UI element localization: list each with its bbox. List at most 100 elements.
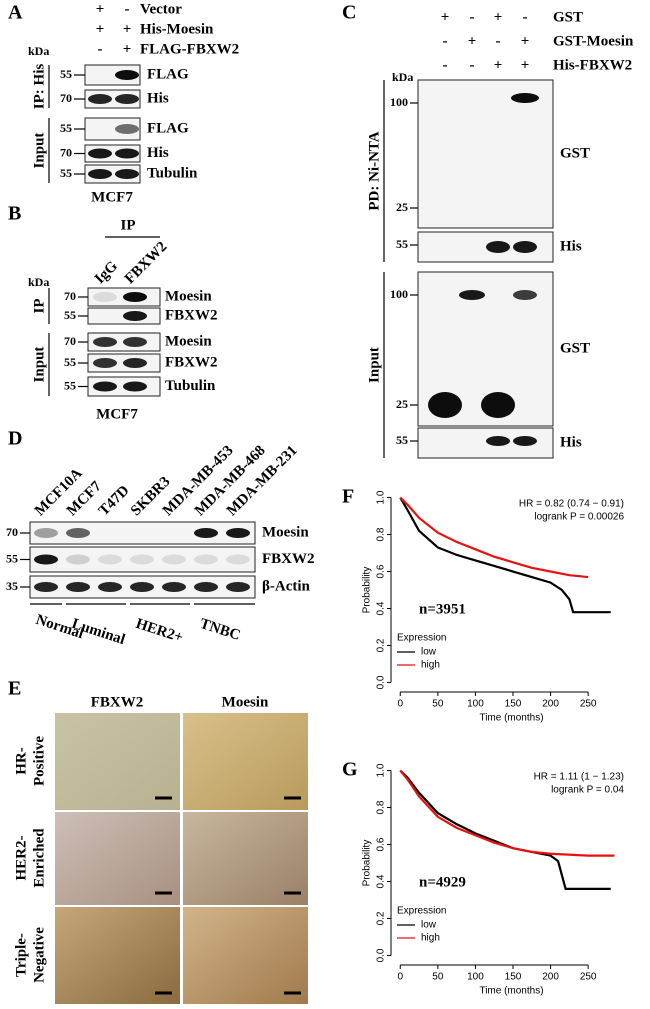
band	[162, 554, 186, 565]
sign: -	[125, 1, 130, 17]
group-label: PD: Ni-NTA	[366, 131, 382, 210]
y-tick-label: 0.0	[376, 948, 387, 962]
survival-curve	[399, 769, 615, 857]
blot-label: FBXW2	[262, 551, 315, 567]
sign: -	[470, 9, 475, 25]
band	[194, 582, 218, 592]
group-label: HER2+	[134, 616, 185, 646]
unit: kDa	[28, 44, 49, 58]
blot-label: GST	[560, 145, 590, 161]
lane-label: FBXW2	[122, 239, 170, 287]
blot-label: His	[147, 90, 169, 106]
ihc-image	[55, 907, 180, 1004]
group-label: Input	[31, 133, 47, 169]
row-label: HR-	[13, 747, 29, 775]
band	[34, 582, 58, 592]
row-label: Negative	[31, 927, 47, 983]
row-label: Enriched	[31, 828, 47, 888]
mw-marker: 55	[6, 551, 18, 565]
x-tick-label: 0	[397, 699, 403, 710]
group-label: IP	[31, 299, 47, 314]
mw-marker: 70	[6, 525, 18, 539]
row-label: HER2-	[13, 835, 29, 880]
band	[115, 70, 139, 80]
sign: -	[523, 9, 528, 25]
band	[194, 554, 218, 565]
mw-marker: 55	[64, 355, 76, 369]
blot-label: His	[147, 145, 169, 161]
sign: +	[441, 9, 450, 25]
band	[98, 554, 122, 565]
y-axis-label: Probability	[362, 840, 373, 887]
mw-marker: 55	[60, 121, 72, 135]
sign: +	[96, 1, 105, 17]
mw-marker: 70	[60, 145, 72, 159]
blot-label: His	[560, 238, 582, 254]
ip-header: IP	[121, 217, 136, 233]
band	[459, 290, 485, 300]
band	[226, 554, 250, 565]
band	[513, 290, 537, 300]
condition-name: His-FBXW2	[553, 57, 632, 73]
condition-name: His-Moesin	[140, 21, 214, 37]
mw-marker: 55	[396, 237, 408, 251]
panel-letter: E	[8, 678, 21, 700]
mw-marker: 55	[60, 67, 72, 81]
band	[511, 93, 539, 103]
band	[93, 358, 117, 368]
blot-label: Tubulin	[147, 165, 198, 181]
legend-label: high	[421, 660, 440, 671]
band	[226, 528, 250, 538]
mw-marker: 55	[64, 308, 76, 322]
mw-marker: 100	[390, 287, 408, 301]
blot	[29, 546, 256, 573]
y-tick-label: 0.6	[376, 837, 387, 851]
blot-label: Tubulin	[165, 378, 216, 394]
blot-label: β-Actin	[262, 578, 311, 594]
panel-letter: F	[342, 486, 354, 508]
band	[88, 169, 112, 179]
condition-name: GST-Moesin	[553, 33, 634, 49]
group-label: IP: His	[31, 64, 47, 110]
ihc-images	[55, 713, 308, 1004]
sign: -	[443, 33, 448, 49]
group-label: TNBC	[198, 616, 243, 644]
band	[130, 554, 154, 565]
sign: -	[443, 57, 448, 73]
blot-label: FBXW2	[165, 307, 218, 323]
condition-name: GST	[553, 9, 583, 25]
sign: -	[470, 57, 475, 73]
y-tick-label: 0.2	[376, 638, 387, 652]
ihc-image	[55, 713, 180, 810]
band	[66, 554, 90, 565]
band	[194, 528, 218, 538]
panel-letter: B	[8, 203, 21, 225]
x-tick-label: 250	[580, 699, 597, 710]
sign: +	[494, 57, 503, 73]
sign: -	[98, 41, 103, 57]
blot-label: Moesin	[262, 524, 309, 540]
sign: +	[521, 33, 530, 49]
y-tick-label: 0.6	[376, 564, 387, 578]
x-tick-label: 50	[432, 699, 444, 710]
panel-letter: D	[8, 428, 22, 450]
y-tick-label: 0.8	[376, 527, 387, 541]
band	[513, 241, 537, 253]
ihc-image	[183, 812, 308, 905]
lane-label: IgG	[92, 258, 121, 287]
condition-name: Vector	[140, 1, 182, 17]
blot-label: GST	[560, 340, 590, 356]
band	[88, 148, 112, 159]
row-label: Triple-	[13, 933, 29, 977]
legend-label: low	[421, 647, 437, 658]
x-tick-label: 0	[397, 972, 403, 983]
band	[66, 582, 90, 592]
sign: +	[96, 21, 105, 37]
mw-marker: 70	[64, 334, 76, 348]
band	[115, 148, 139, 159]
band	[123, 358, 147, 368]
survival-curve	[399, 769, 611, 890]
sign: +	[468, 33, 477, 49]
cell-line: MCF7	[96, 406, 138, 422]
x-tick-label: 100	[467, 699, 484, 710]
